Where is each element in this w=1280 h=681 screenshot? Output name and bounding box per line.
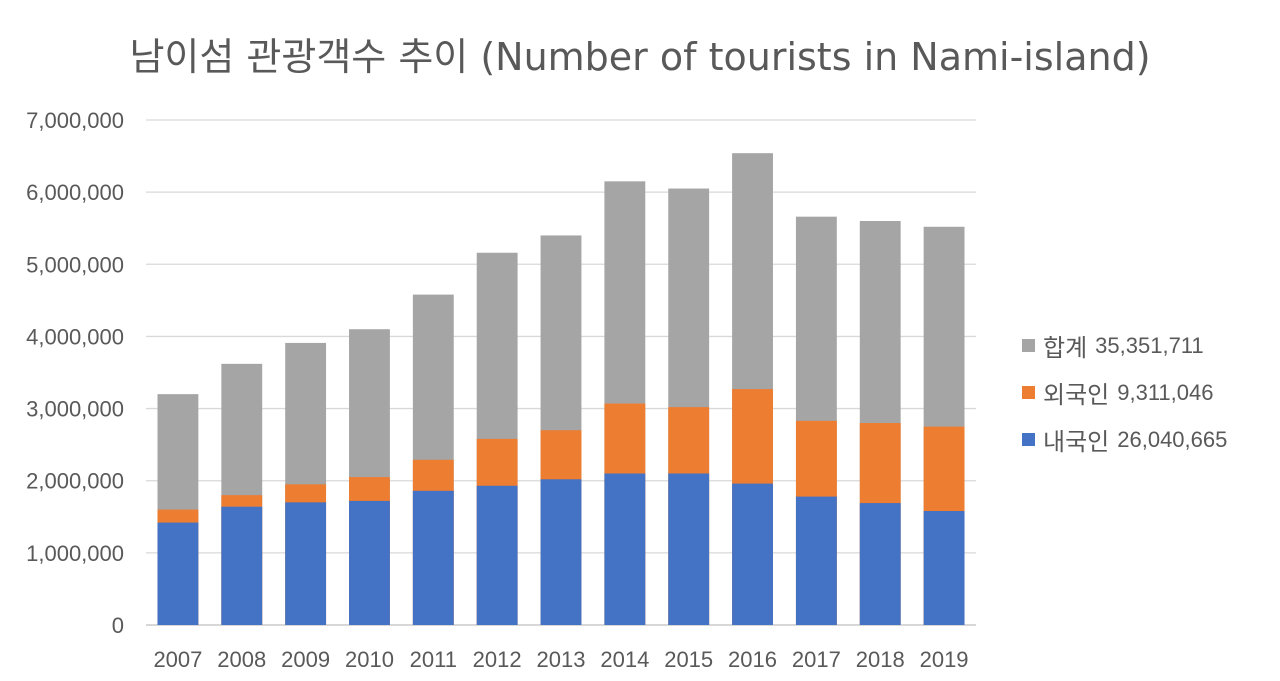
y-tick-label: 0 [112,613,124,638]
y-tick-label: 2,000,000 [26,469,124,494]
legend-swatch [1022,339,1035,352]
x-tick-label: 2007 [153,647,202,672]
bar-내국인-2012 [476,485,518,625]
bar-내국인-2018 [859,503,901,625]
chart-title: 남이섬 관광객수 추이 (Number of tourists in Nami-… [129,35,1151,79]
x-tick-label: 2018 [856,647,905,672]
x-tick-label: 2012 [473,647,522,672]
x-tick-label: 2016 [728,647,777,672]
x-tick-label: 2014 [600,647,649,672]
y-tick-label: 6,000,000 [26,180,124,205]
y-tick-label: 7,000,000 [26,108,124,133]
legend-item: 내국인 26,040,665 [1022,416,1227,463]
x-tick-label: 2015 [664,647,713,672]
x-tick-label: 2013 [537,647,586,672]
bar-내국인-2014 [604,473,646,625]
y-tick-label: 1,000,000 [26,541,124,566]
x-tick-label: 2009 [281,647,330,672]
legend-series-total: 9,311,046 [1117,379,1214,405]
legend-series-name: 외국인 [1043,381,1110,409]
bar-내국인-2019 [923,511,965,625]
x-tick-label: 2008 [217,647,266,672]
legend: 합계 35,351,711 외국인 9,311,046 내국인 26,040,665 [1022,322,1227,463]
bar-내국인-2009 [285,502,327,625]
x-tick-label: 2019 [920,647,969,672]
y-tick-label: 5,000,000 [26,252,124,277]
legend-item: 외국인 9,311,046 [1022,369,1227,416]
bar-내국인-2010 [349,500,390,625]
bar-내국인-2017 [795,496,837,625]
legend-swatch [1022,386,1035,399]
legend-series-name: 내국인 [1043,428,1110,456]
x-tick-label: 2017 [792,647,841,672]
y-tick-label: 3,000,000 [26,397,124,422]
legend-series-total: 26,040,665 [1117,426,1228,452]
x-tick-label: 2011 [410,647,457,672]
bar-내국인-2015 [668,473,710,625]
bar-내국인-2011 [412,490,454,625]
legend-series-name: 합계 [1043,334,1088,362]
legend-series-total: 35,351,711 [1095,332,1204,358]
legend-item: 합계 35,351,711 [1022,322,1227,369]
bar-내국인-2007 [157,522,199,625]
bar-내국인-2008 [221,506,263,625]
legend-swatch [1022,433,1035,446]
x-tick-label: 2010 [345,647,394,672]
bar-내국인-2013 [540,479,582,625]
y-tick-label: 4,000,000 [26,324,124,349]
bar-내국인-2016 [732,483,773,625]
